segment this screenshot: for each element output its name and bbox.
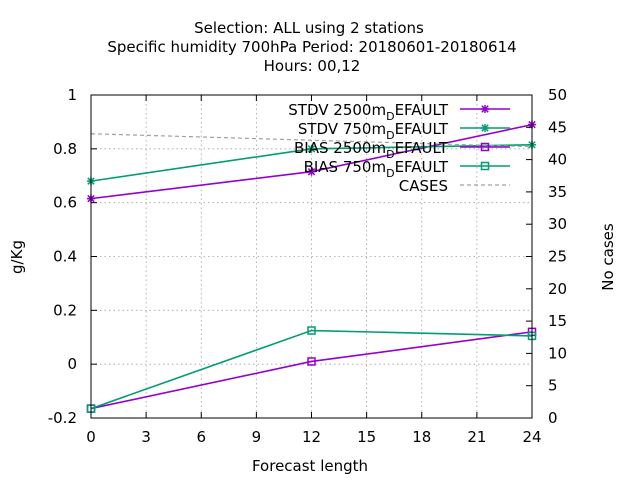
series-line-3 (90, 329, 533, 410)
y-tick-label: 0 (67, 355, 77, 373)
data-point-1 (307, 144, 316, 153)
series-line-2 (90, 331, 533, 410)
y2-tick-label: 5 (548, 377, 558, 395)
y-axis-label: g/Kg (8, 240, 26, 274)
y2-tick-label: 50 (548, 86, 567, 104)
legend-label: STDV 750mDEFAULT (298, 120, 449, 142)
legend-label: CASES (399, 177, 448, 195)
y-tick-label: 0.2 (53, 301, 77, 319)
y-tick-label: 1 (67, 86, 77, 104)
legend-label: STDV 2500mDEFAULT (288, 101, 449, 123)
y2-tick-label: 30 (548, 215, 567, 233)
legend-marker-1 (481, 124, 489, 132)
y2-tick-label: 45 (548, 118, 567, 136)
legend-label: BIAS 750mDEFAULT (304, 158, 449, 180)
legend-marker-2 (480, 142, 490, 152)
chart-title-line-3: Hours: 00,12 (264, 57, 361, 75)
y-tick-label: -0.2 (48, 409, 77, 427)
y2-tick-label: 40 (548, 151, 567, 169)
y-tick-label: 0.8 (53, 140, 77, 158)
x-axis-label: Forecast length (252, 457, 368, 475)
x-tick-label: 6 (196, 428, 206, 446)
data-point-0 (307, 167, 316, 176)
y2-tick-label: 35 (548, 183, 567, 201)
y2-tick-label: 0 (548, 409, 558, 427)
legend-label: BIAS 2500mDEFAULT (294, 139, 449, 161)
x-tick-label: 21 (467, 428, 486, 446)
y2-tick-label: 20 (548, 280, 567, 298)
chart-title-line-2: Specific humidity 700hPa Period: 2018060… (107, 38, 516, 56)
y-tick-label: 0.4 (53, 248, 77, 266)
x-tick-label: 9 (252, 428, 262, 446)
x-tick-label: 0 (86, 428, 96, 446)
y2-tick-label: 25 (548, 248, 567, 266)
y2-tick-label: 10 (548, 344, 567, 362)
x-tick-label: 15 (357, 428, 376, 446)
y2-axis-label: No cases (599, 223, 617, 291)
data-point-3 (307, 326, 316, 335)
x-tick-label: 24 (522, 428, 541, 446)
data-point-2 (307, 357, 316, 366)
chart-title: Selection: ALL using 2 stations Specific… (107, 19, 516, 75)
x-tick-label: 12 (302, 428, 321, 446)
legend-marker-3 (480, 161, 490, 171)
y2-tick-label: 15 (548, 312, 567, 330)
x-tick-label: 18 (412, 428, 431, 446)
series-line-4 (90, 133, 533, 148)
y-tick-label: 0.6 (53, 194, 77, 212)
ticks: 0 3 6 9 12 15 18 21 24-0.200.20.40.60.8105101520… (48, 86, 567, 446)
legend-marker-0 (481, 105, 489, 113)
chart-title-line-1: Selection: ALL using 2 stations (194, 19, 424, 37)
x-tick-label: 3 (141, 428, 151, 446)
